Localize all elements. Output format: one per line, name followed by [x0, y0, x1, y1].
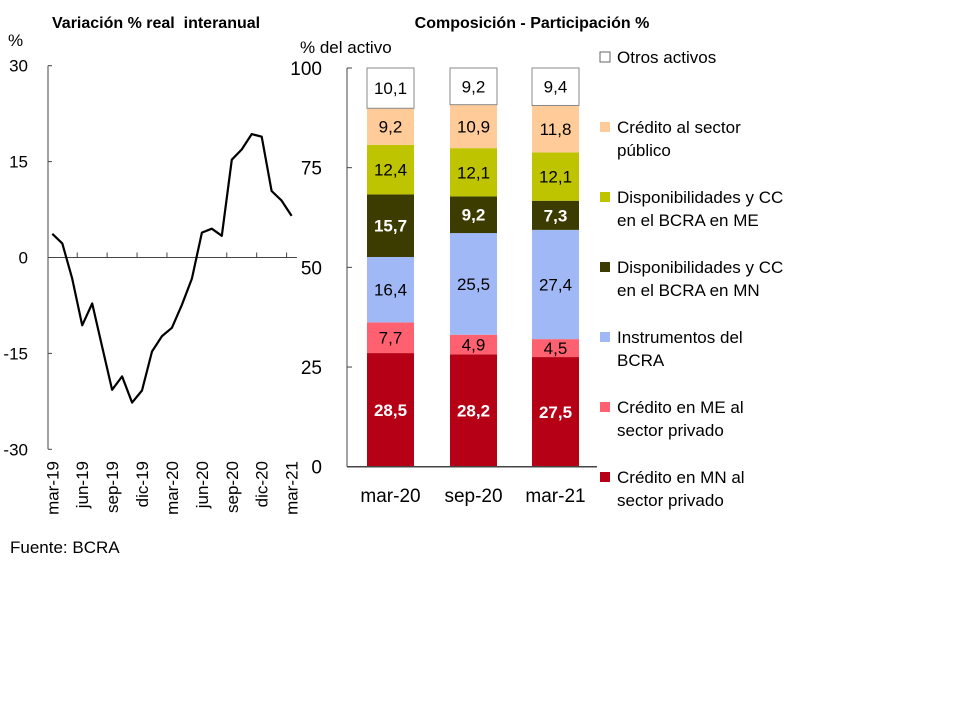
legend-label: en el BCRA en ME [617, 211, 759, 230]
data-label: 12,1 [539, 168, 572, 187]
data-label: 4,9 [462, 335, 486, 354]
bar-segment [532, 105, 579, 153]
line-chart-title: Variación % real interanual [52, 15, 260, 32]
bar-segment [449, 67, 498, 106]
legend-label: sector privado [617, 421, 724, 440]
legend-swatch [600, 402, 610, 412]
data-label: 9,2 [379, 118, 403, 137]
data-label: 27,4 [539, 275, 572, 294]
legend-label: sector privado [617, 491, 724, 510]
data-label: 12,4 [374, 161, 407, 180]
data-label: 16,4 [374, 281, 407, 300]
legend-swatch [600, 262, 610, 272]
legend-swatch [600, 332, 610, 342]
legend-swatch [600, 192, 610, 202]
line-chart: 30 15 0 -15 -30 mar-19 jun-19 sep-19 dic-19 mar-2… [3, 57, 301, 515]
y-tick-label: 0 [19, 249, 28, 268]
legend-label: Disponibilidades y CC [617, 188, 783, 207]
legend-label: Instrumentos del [617, 328, 743, 347]
legend-label: público [617, 141, 671, 160]
y-tick-label: 75 [301, 159, 322, 180]
bar-segment [450, 334, 497, 355]
line-chart-ylabel: % [8, 31, 23, 50]
y-tick-label: -30 [3, 440, 28, 459]
bar-segment [450, 233, 497, 335]
legend-label: Otros activos [617, 48, 716, 67]
bar-segment [367, 353, 414, 467]
bar-segment [450, 104, 497, 149]
bar-segment [532, 200, 579, 230]
bar-segment [531, 67, 580, 106]
legend-label: Crédito en MN al [617, 468, 745, 487]
data-label: 12,1 [457, 163, 490, 182]
data-label: 9,2 [462, 206, 486, 225]
data-label: 7,3 [544, 206, 568, 225]
legend-swatch [600, 472, 610, 482]
x-tick-label: mar-20 [163, 461, 182, 515]
bar-segment [532, 339, 579, 358]
bar-segment [367, 194, 414, 257]
legend: Otros activos Crédito al sector público Dis… [599, 48, 783, 510]
x-tick-label: dic-19 [133, 461, 152, 507]
data-label: 9,4 [544, 78, 568, 97]
bar-segment [532, 152, 579, 201]
source-note: Fuente: BCRA [10, 538, 120, 557]
legend-label: en el BCRA en MN [617, 281, 760, 300]
x-tick-label: jun-19 [73, 461, 92, 509]
bar-chart-title: Composición - Participación % [415, 15, 650, 32]
series-line [51, 133, 293, 404]
data-label: 10,1 [374, 79, 407, 98]
x-tick-label: mar-20 [360, 486, 420, 507]
legend-swatch [600, 122, 610, 132]
legend-label: BCRA [617, 351, 665, 370]
data-label: 10,9 [457, 117, 490, 136]
data-label: 25,5 [457, 275, 490, 294]
data-label: 27,5 [539, 403, 572, 422]
x-tick-label: sep-20 [444, 486, 502, 507]
y-tick-label: 30 [9, 57, 28, 76]
y-tick-label: -15 [3, 344, 28, 363]
x-tick-label: mar-21 [283, 461, 302, 515]
y-tick-label: 0 [311, 458, 322, 479]
data-label: 4,5 [544, 339, 568, 358]
x-tick-label: jun-20 [193, 461, 212, 509]
y-tick-label: 15 [9, 153, 28, 172]
bar-segment [532, 357, 579, 467]
y-tick-label: 25 [301, 358, 322, 379]
bar-segment [367, 256, 414, 323]
bar-segment [450, 148, 497, 197]
x-tick-label: sep-19 [103, 461, 122, 513]
bar-segment [367, 144, 414, 195]
bar-segment [367, 108, 414, 145]
x-tick-label: mar-19 [43, 461, 62, 515]
bar-segment [450, 354, 497, 467]
bar-segment [532, 229, 579, 340]
data-label: 9,2 [462, 77, 486, 96]
legend-swatch [599, 51, 611, 63]
data-label: 28,5 [374, 401, 407, 420]
bar-chart: 100 75 50 25 0 28,5 7,7 16,4 15,7 12,4 9,2 10,1 mar-… [290, 59, 597, 507]
data-label: 7,7 [379, 329, 403, 348]
x-tick-label: sep-20 [223, 461, 242, 513]
legend-label: Crédito en ME al [617, 398, 744, 417]
x-tick-label: dic-20 [253, 461, 272, 507]
legend-label: Disponibilidades y CC [617, 258, 783, 277]
bar-chart-ylabel: % del activo [300, 38, 392, 57]
bar-segment [366, 67, 415, 109]
legend-label: Crédito al sector [617, 118, 741, 137]
y-tick-label: 100 [290, 59, 322, 80]
bar-segment [450, 196, 497, 234]
data-label: 28,2 [457, 401, 490, 420]
data-label: 11,8 [540, 120, 572, 139]
y-tick-label: 50 [301, 258, 322, 279]
bar-segment [367, 322, 414, 354]
x-tick-label: mar-21 [525, 486, 585, 507]
data-label: 15,7 [374, 217, 407, 236]
